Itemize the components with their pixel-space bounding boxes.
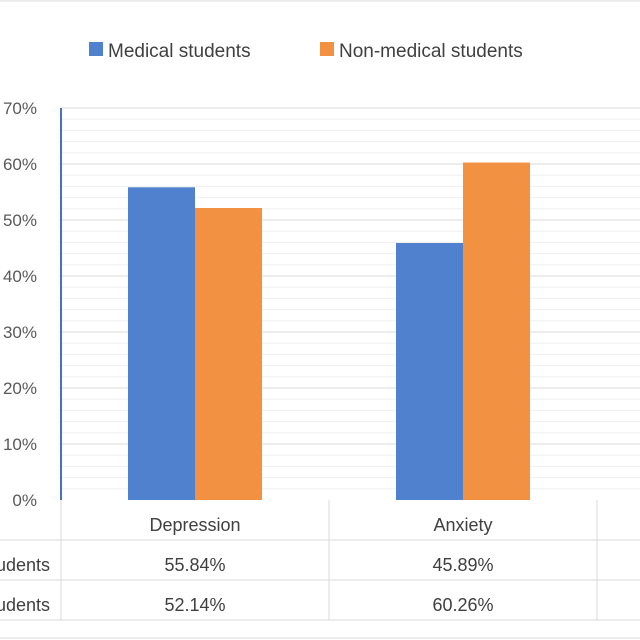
table-cell-value: 45.89%	[432, 555, 493, 575]
y-tick-label: 10%	[3, 435, 37, 454]
table-row-label: Medical students	[0, 555, 50, 575]
data-table: Depression Anxiety Medical students Non-med…	[0, 500, 640, 621]
legend-label-medical: Medical students	[108, 41, 251, 62]
bar-non-medical-anxiety	[463, 162, 530, 500]
table-row-label: Non-medical students	[0, 595, 50, 615]
table-cell-value: 52.14%	[164, 595, 225, 615]
table-cell-value: 60.26%	[432, 595, 493, 615]
y-tick-label: 50%	[3, 211, 37, 230]
y-tick-label: 70%	[3, 99, 37, 118]
y-tick-label: 30%	[3, 323, 37, 342]
table-cell-value: 55.84%	[164, 555, 225, 575]
x-category-label: Depression	[149, 515, 240, 535]
bar-medical-depression	[128, 187, 195, 500]
x-category-label: Anxiety	[433, 515, 492, 535]
y-tick-label: 0%	[12, 491, 37, 510]
y-axis: 0% 10% 20% 30% 40% 50% 60% 70%	[3, 99, 62, 510]
bars	[128, 162, 530, 501]
legend-swatch-medical	[89, 42, 103, 56]
legend-label-non-medical: Non-medical students	[339, 41, 523, 62]
legend-swatch-non-medical	[320, 42, 334, 56]
legend: Medical students Non-medical students	[89, 41, 523, 62]
bar-medical-anxiety	[396, 243, 463, 501]
y-tick-label: 60%	[3, 155, 37, 174]
y-tick-label: 40%	[3, 267, 37, 286]
bar-non-medical-depression	[195, 208, 262, 501]
y-tick-label: 20%	[3, 379, 37, 398]
